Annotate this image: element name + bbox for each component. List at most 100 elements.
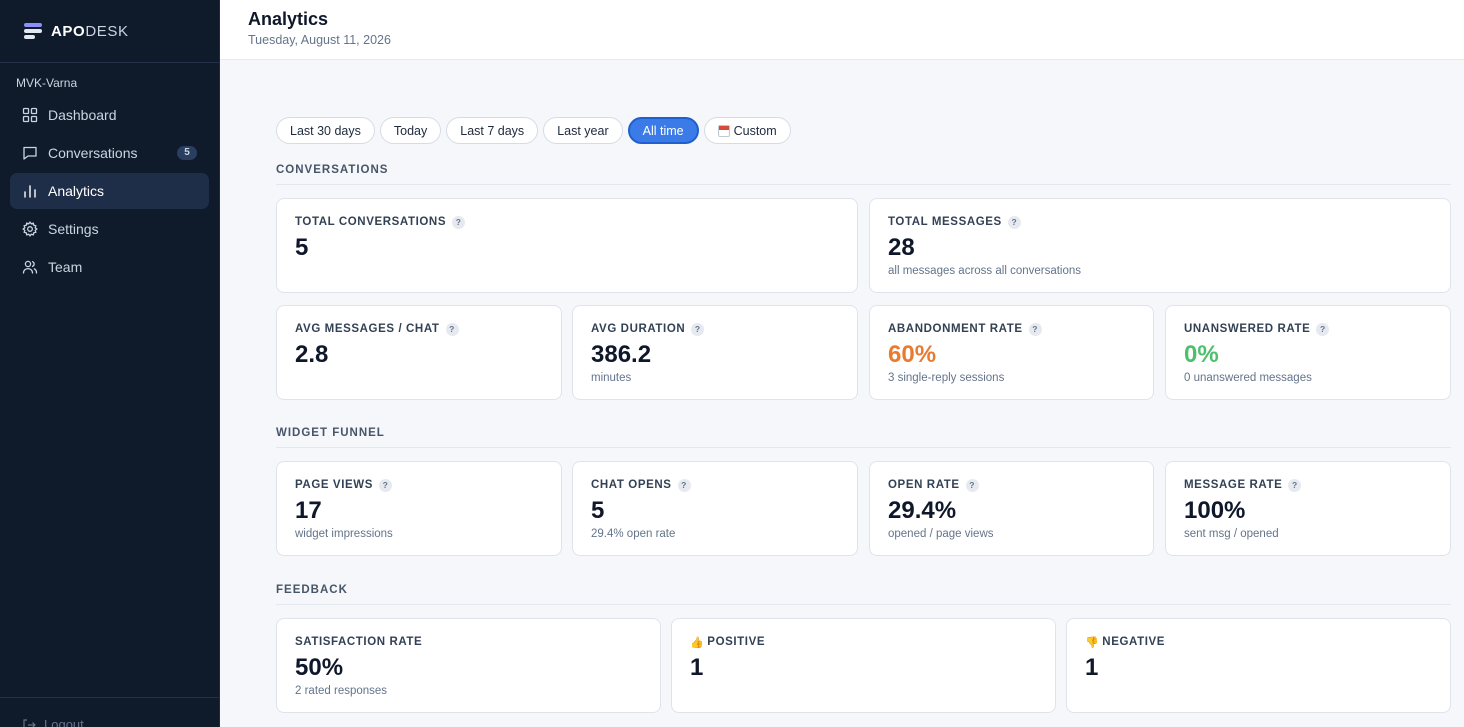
sidebar-item-settings[interactable]: Settings: [10, 211, 209, 247]
brand-name-light: DESK: [85, 22, 129, 40]
sidebar-item-analytics[interactable]: Analytics: [10, 173, 209, 209]
card-total-messages: TOTAL MESSAGES? 28 all messages across a…: [869, 198, 1451, 293]
card-value: 2.8: [295, 341, 329, 368]
card-value: 60%: [888, 341, 937, 368]
card-value: 50%: [295, 654, 344, 681]
card-value: 386.2: [591, 341, 652, 368]
card-label-text: NEGATIVE: [1102, 636, 1166, 648]
help-icon[interactable]: ?: [445, 322, 459, 336]
help-icon[interactable]: ?: [965, 478, 979, 492]
brand-name-strong: APO: [51, 22, 86, 40]
card-value: 1: [1085, 654, 1099, 681]
card-negative-feedback: 👎 NEGATIVE 1: [1066, 618, 1451, 713]
help-icon[interactable]: ?: [1288, 478, 1302, 492]
card-subtext: 29.4% open rate: [591, 528, 676, 540]
card-label: SATISFACTION RATE: [295, 635, 642, 649]
sidebar-footer: Logout: [0, 697, 219, 727]
card-label-text: ABANDONMENT RATE: [888, 323, 1023, 335]
calendar-icon: [717, 124, 730, 137]
grid-icon: [22, 107, 38, 123]
sidebar-item-label: Analytics: [48, 183, 105, 199]
card-label-text: AVG MESSAGES / CHAT: [295, 323, 440, 335]
card-label: MESSAGE RATE?: [1184, 478, 1432, 492]
card-abandonment-rate: ABANDONMENT RATE? 60% 3 single-reply ses…: [869, 305, 1154, 400]
card-subtext: 3 single-reply sessions: [888, 372, 1005, 384]
card-value: 5: [295, 234, 309, 261]
card-value: 17: [295, 497, 322, 524]
help-icon[interactable]: ?: [452, 215, 466, 229]
filter-custom[interactable]: Custom: [703, 117, 791, 144]
card-subtext: 2 rated responses: [295, 685, 388, 697]
card-subtext: opened / page views: [888, 528, 994, 540]
filter-all-time[interactable]: All time: [627, 117, 699, 144]
filter-last-year[interactable]: Last year: [543, 117, 623, 144]
card-label: OPEN RATE?: [888, 478, 1135, 492]
card-label-text: CHAT OPENS: [591, 479, 672, 491]
card-message-rate: MESSAGE RATE? 100% sent msg / opened: [1165, 461, 1451, 556]
page-title: Analytics: [248, 9, 329, 29]
section-title-conversations: CONVERSATIONS: [276, 164, 1451, 185]
filter-last-30-days[interactable]: Last 30 days: [276, 117, 375, 144]
card-label-text: POSITIVE: [707, 636, 766, 648]
help-icon[interactable]: ?: [1028, 322, 1042, 336]
sidebar-item-label: Settings: [48, 221, 99, 237]
help-icon[interactable]: ?: [379, 478, 392, 492]
page-header: Analytics Tuesday, August 11, 2026: [220, 0, 1464, 60]
card-value: 28: [888, 234, 915, 261]
date-range-filters: Last 30 days Today Last 7 days Last year…: [276, 117, 796, 144]
card-avg-duration: AVG DURATION? 386.2 minutes: [572, 305, 858, 400]
card-subtext: 0 unanswered messages: [1184, 372, 1312, 384]
gear-icon: [22, 221, 38, 237]
card-label: AVG DURATION?: [591, 322, 839, 336]
card-open-rate: OPEN RATE? 29.4% opened / page views: [869, 461, 1154, 556]
card-label-text: TOTAL MESSAGES: [888, 216, 1002, 228]
card-label-text: SATISFACTION RATE: [295, 636, 423, 648]
card-label-text: TOTAL CONVERSATIONS: [295, 216, 447, 228]
card-subtext: sent msg / opened: [1184, 528, 1279, 540]
card-label-text: MESSAGE RATE: [1184, 479, 1283, 491]
card-label: 👍 POSITIVE: [690, 635, 1037, 649]
card-positive-feedback: 👍 POSITIVE 1: [671, 618, 1056, 713]
filter-last-7-days[interactable]: Last 7 days: [446, 117, 539, 144]
card-label-text: UNANSWERED RATE: [1184, 323, 1311, 335]
card-value: 5: [591, 497, 605, 524]
filter-custom-label: Custom: [733, 123, 777, 138]
conversations-count-badge: 5: [177, 146, 197, 160]
sidebar-item-label: Team: [48, 259, 83, 275]
workspace-name: MVK-Varna: [16, 76, 78, 90]
sidebar-nav: Dashboard Conversations 5 Analytics Sett…: [0, 97, 219, 285]
card-label: TOTAL CONVERSATIONS?: [295, 215, 839, 229]
filter-today[interactable]: Today: [379, 117, 442, 144]
card-value: 29.4%: [888, 497, 957, 524]
card-chat-opens: CHAT OPENS? 5 29.4% open rate: [572, 461, 858, 556]
brand[interactable]: APODESK: [0, 0, 219, 63]
users-icon: [22, 259, 38, 275]
logo-icon: [24, 23, 42, 39]
sidebar-item-label: Conversations: [48, 145, 138, 161]
card-label-text: PAGE VIEWS: [295, 479, 373, 491]
card-avg-messages: AVG MESSAGES / CHAT? 2.8: [276, 305, 562, 400]
sidebar: APODESK MVK-Varna Dashboard Conversation…: [0, 0, 220, 727]
sidebar-item-conversations[interactable]: Conversations 5: [10, 135, 209, 171]
card-value: 0%: [1184, 341, 1219, 368]
sidebar-item-dashboard[interactable]: Dashboard: [10, 97, 209, 133]
brand-name: APODESK: [51, 23, 129, 40]
sidebar-item-team[interactable]: Team: [10, 249, 209, 285]
card-satisfaction-rate: SATISFACTION RATE 50% 2 rated responses: [276, 618, 661, 713]
help-icon[interactable]: ?: [691, 322, 705, 336]
card-subtext: minutes: [591, 372, 632, 384]
card-subtext: widget impressions: [295, 528, 393, 540]
card-label: AVG MESSAGES / CHAT?: [295, 322, 543, 336]
help-icon[interactable]: ?: [1007, 215, 1021, 229]
thumbs-down-icon: 👎: [1085, 636, 1100, 649]
page-date: Tuesday, August 11, 2026: [248, 33, 391, 47]
help-icon[interactable]: ?: [677, 478, 691, 492]
help-icon[interactable]: ?: [1316, 322, 1330, 336]
chat-icon: [22, 145, 38, 161]
card-total-conversations: TOTAL CONVERSATIONS? 5: [276, 198, 858, 293]
card-value: 1: [690, 654, 704, 681]
card-label: PAGE VIEWS?: [295, 478, 543, 492]
card-label: TOTAL MESSAGES?: [888, 215, 1432, 229]
card-subtext: all messages across all conversations: [888, 265, 1082, 277]
logout-button[interactable]: Logout: [22, 717, 84, 727]
